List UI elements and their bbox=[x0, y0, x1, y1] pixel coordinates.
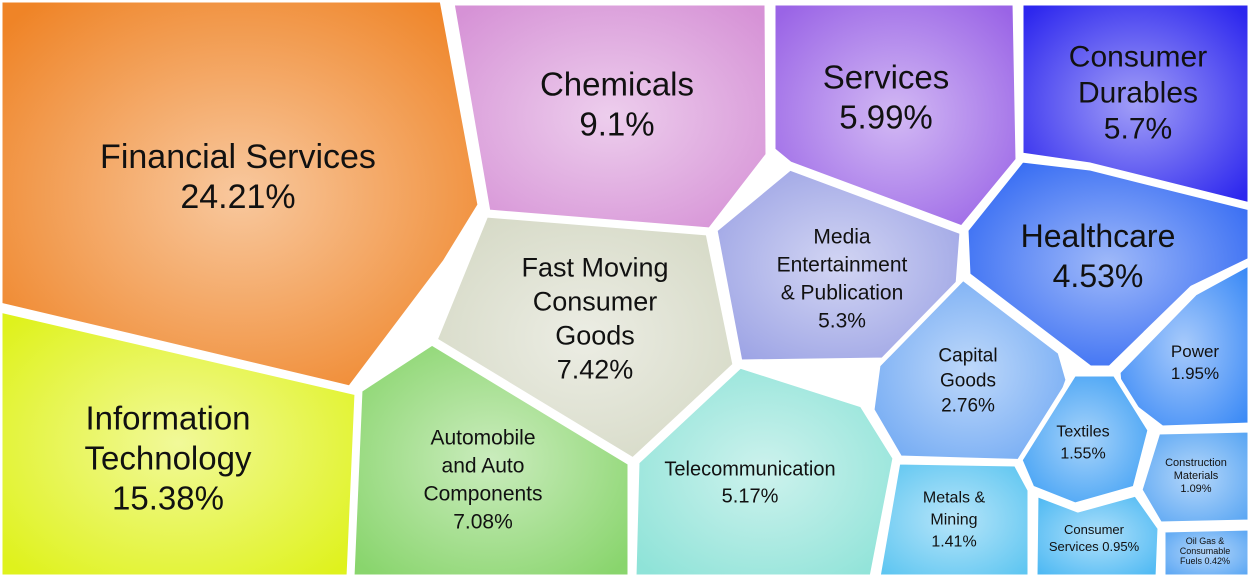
cell-textiles bbox=[1017, 371, 1153, 508]
cell-label-automobile-and-auto-components: Automobile and Auto Components 7.08% bbox=[423, 426, 542, 533]
cell-label-media-entertainment-and-publication: Media Entertainment & Publication 5.3% bbox=[777, 225, 908, 332]
cell-label-telecommunication: Telecommunication 5.17% bbox=[664, 459, 835, 508]
cell-label-chemicals: Chemicals 9.1% bbox=[540, 66, 694, 143]
cell-label-capital-goods: Capital Goods 2.76% bbox=[938, 346, 997, 417]
cell-metals-and-mining bbox=[875, 459, 1033, 577]
label-layer: Financial Services 24.21% Information Techn… bbox=[85, 41, 1231, 567]
cell-label-metals-and-mining: Metals & Mining 1.41% bbox=[923, 490, 986, 551]
cell-label-services: Services 5.99% bbox=[823, 59, 950, 136]
cell-services bbox=[770, 0, 1021, 231]
cell-label-consumer-durables: Consumer Durables 5.7% bbox=[1069, 41, 1207, 146]
cell-label-oil-gas-and-consumable-fuels: Oil Gas & Consumable Fuels 0.42% bbox=[1180, 536, 1231, 566]
cell-label-consumer-services: Consumer Services 0.95% bbox=[1049, 522, 1140, 554]
cell-label-construction-materials: Construction Materials 1.09% bbox=[1165, 457, 1227, 495]
cell-healthcare bbox=[963, 157, 1250, 371]
cell-telecommunication bbox=[631, 363, 898, 577]
cell-financial-services bbox=[0, 0, 483, 391]
cell-consumer-durables bbox=[1018, 0, 1250, 208]
cell-chemicals bbox=[449, 0, 771, 233]
cell-information-technology bbox=[0, 307, 360, 577]
cell-fast-moving-consumer-goods bbox=[432, 212, 738, 463]
cell-label-financial-services: Financial Services 24.21% bbox=[100, 138, 376, 216]
cell-oil-gas-and-consumable-fuels bbox=[1160, 525, 1250, 577]
cell-construction-materials bbox=[1137, 427, 1250, 527]
cell-label-fast-moving-consumer-goods: Fast Moving Consumer Goods 7.42% bbox=[521, 252, 668, 384]
cell-label-healthcare: Healthcare 4.53% bbox=[1021, 218, 1176, 294]
cell-label-textiles: Textiles 1.55% bbox=[1056, 424, 1109, 463]
cell-label-information-technology: Information Technology 15.38% bbox=[85, 400, 252, 517]
cell-automobile-and-auto-components bbox=[349, 340, 633, 577]
cell-consumer-services bbox=[1032, 491, 1163, 577]
cell-label-power: Power 1.95% bbox=[1171, 342, 1220, 383]
